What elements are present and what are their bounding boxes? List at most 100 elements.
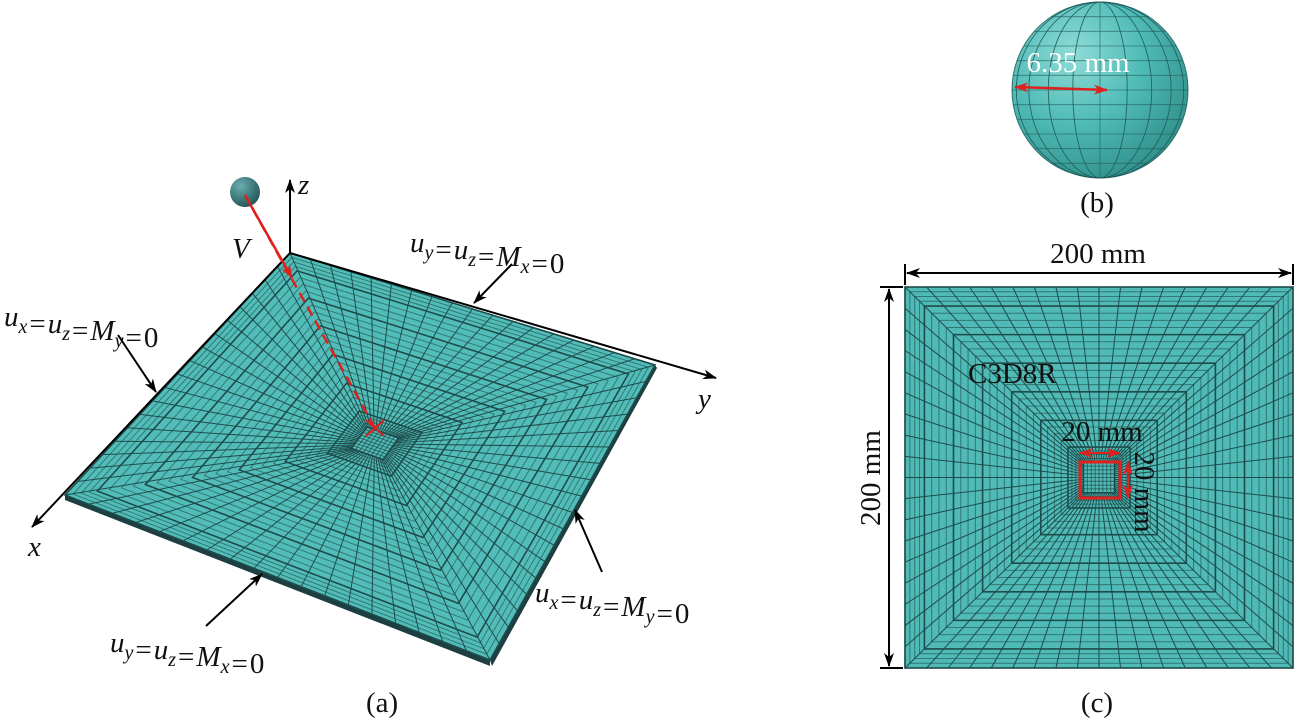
value: 0 bbox=[550, 248, 565, 280]
subscript: y bbox=[423, 242, 434, 264]
mesh-line bbox=[1107, 492, 1208, 669]
mesh-line bbox=[300, 454, 370, 587]
mesh-line bbox=[383, 458, 500, 644]
mesh-line bbox=[127, 427, 356, 443]
dimension-label: 6.35 mm bbox=[1026, 47, 1130, 79]
symbol: u bbox=[154, 634, 169, 666]
equals: = bbox=[478, 241, 494, 273]
mesh-line bbox=[1114, 392, 1294, 472]
mesh-line bbox=[370, 433, 388, 456]
caption: (a) bbox=[366, 687, 398, 719]
mesh-line bbox=[1012, 286, 1093, 463]
mesh-line bbox=[206, 451, 363, 551]
mesh-line bbox=[1101, 492, 1143, 669]
symbol: M bbox=[495, 241, 522, 273]
mesh-line bbox=[1114, 371, 1294, 470]
axis-label: z bbox=[297, 169, 309, 201]
mesh-line bbox=[1114, 328, 1294, 467]
mesh-line bbox=[1103, 286, 1165, 463]
mesh-line bbox=[1114, 350, 1294, 468]
mesh-line bbox=[387, 453, 537, 579]
mesh-line bbox=[294, 389, 453, 499]
mesh-line bbox=[1114, 483, 1294, 563]
mesh-line bbox=[904, 286, 1084, 463]
mesh-line bbox=[350, 271, 373, 429]
plate-edge bbox=[490, 365, 657, 666]
mesh-line bbox=[382, 308, 473, 433]
mesh-line bbox=[143, 297, 590, 605]
equals: = bbox=[72, 315, 88, 347]
subscript: x bbox=[520, 256, 530, 278]
mesh-line bbox=[77, 446, 353, 483]
mesh-line bbox=[378, 436, 395, 459]
equals: = bbox=[531, 248, 547, 280]
value: 0 bbox=[144, 322, 159, 354]
mesh-line bbox=[1114, 487, 1294, 605]
mesh-line bbox=[926, 492, 1086, 669]
mesh-line bbox=[379, 458, 444, 642]
mesh-line bbox=[330, 265, 372, 429]
mesh-line bbox=[904, 480, 1084, 521]
mesh-line bbox=[969, 492, 1090, 669]
velocity-arrow bbox=[248, 203, 294, 279]
value: 0 bbox=[250, 648, 265, 680]
mesh-line bbox=[377, 290, 413, 431]
symbol: u bbox=[4, 301, 19, 333]
mesh-line bbox=[289, 252, 368, 428]
symbol: u bbox=[579, 584, 594, 616]
symbol: M bbox=[620, 591, 647, 623]
mesh-line bbox=[1076, 492, 1098, 669]
mesh-line bbox=[1114, 307, 1294, 465]
mesh-line bbox=[132, 290, 599, 613]
mesh-line bbox=[261, 368, 485, 523]
symbol: M bbox=[89, 315, 116, 347]
mesh-line bbox=[375, 284, 392, 431]
mesh-line bbox=[182, 451, 361, 542]
mesh-line bbox=[359, 437, 391, 450]
mesh-line bbox=[283, 382, 464, 507]
mesh-line bbox=[904, 413, 1084, 473]
mesh-line bbox=[203, 332, 537, 563]
mesh-line bbox=[377, 457, 420, 633]
value: 0 bbox=[675, 598, 690, 630]
equals: = bbox=[231, 648, 247, 680]
mesh-line bbox=[189, 360, 361, 437]
mesh-line bbox=[391, 339, 575, 436]
mesh-line bbox=[393, 444, 601, 464]
mesh-line bbox=[904, 488, 1084, 627]
mesh-line bbox=[392, 445, 591, 481]
mesh-line bbox=[1114, 434, 1294, 475]
mesh-line bbox=[1114, 490, 1294, 648]
mesh-line bbox=[1110, 286, 1251, 463]
mesh-line bbox=[391, 447, 582, 497]
mesh-line bbox=[168, 311, 569, 588]
y-axis bbox=[289, 252, 717, 380]
mesh-line bbox=[389, 449, 564, 530]
mesh-line bbox=[904, 392, 1084, 472]
mesh-line bbox=[1033, 286, 1095, 463]
mesh-line bbox=[393, 345, 595, 437]
mesh-line bbox=[398, 364, 656, 439]
symbol: u bbox=[410, 227, 425, 259]
mesh-line bbox=[378, 296, 433, 432]
boundary-condition: uy=uz=Mx=0 bbox=[410, 227, 564, 280]
mesh-line bbox=[395, 413, 628, 443]
mesh-line bbox=[237, 353, 506, 539]
mesh-line bbox=[1114, 478, 1294, 500]
mesh-line bbox=[384, 314, 494, 434]
mesh-line bbox=[1114, 455, 1294, 477]
mesh-line bbox=[179, 318, 558, 579]
mesh-line bbox=[215, 339, 527, 555]
mesh-line bbox=[1114, 286, 1294, 463]
mesh-line bbox=[252, 293, 365, 431]
caption: (c) bbox=[1081, 687, 1113, 719]
symbol: u bbox=[110, 627, 125, 659]
mesh-line bbox=[385, 455, 518, 612]
subscript: y bbox=[113, 330, 124, 352]
mesh-line bbox=[102, 444, 354, 456]
dimension-label: 20 mm bbox=[1061, 416, 1143, 448]
mesh-line bbox=[357, 439, 390, 452]
mesh-line bbox=[904, 492, 1084, 669]
mesh-line bbox=[1012, 492, 1093, 669]
